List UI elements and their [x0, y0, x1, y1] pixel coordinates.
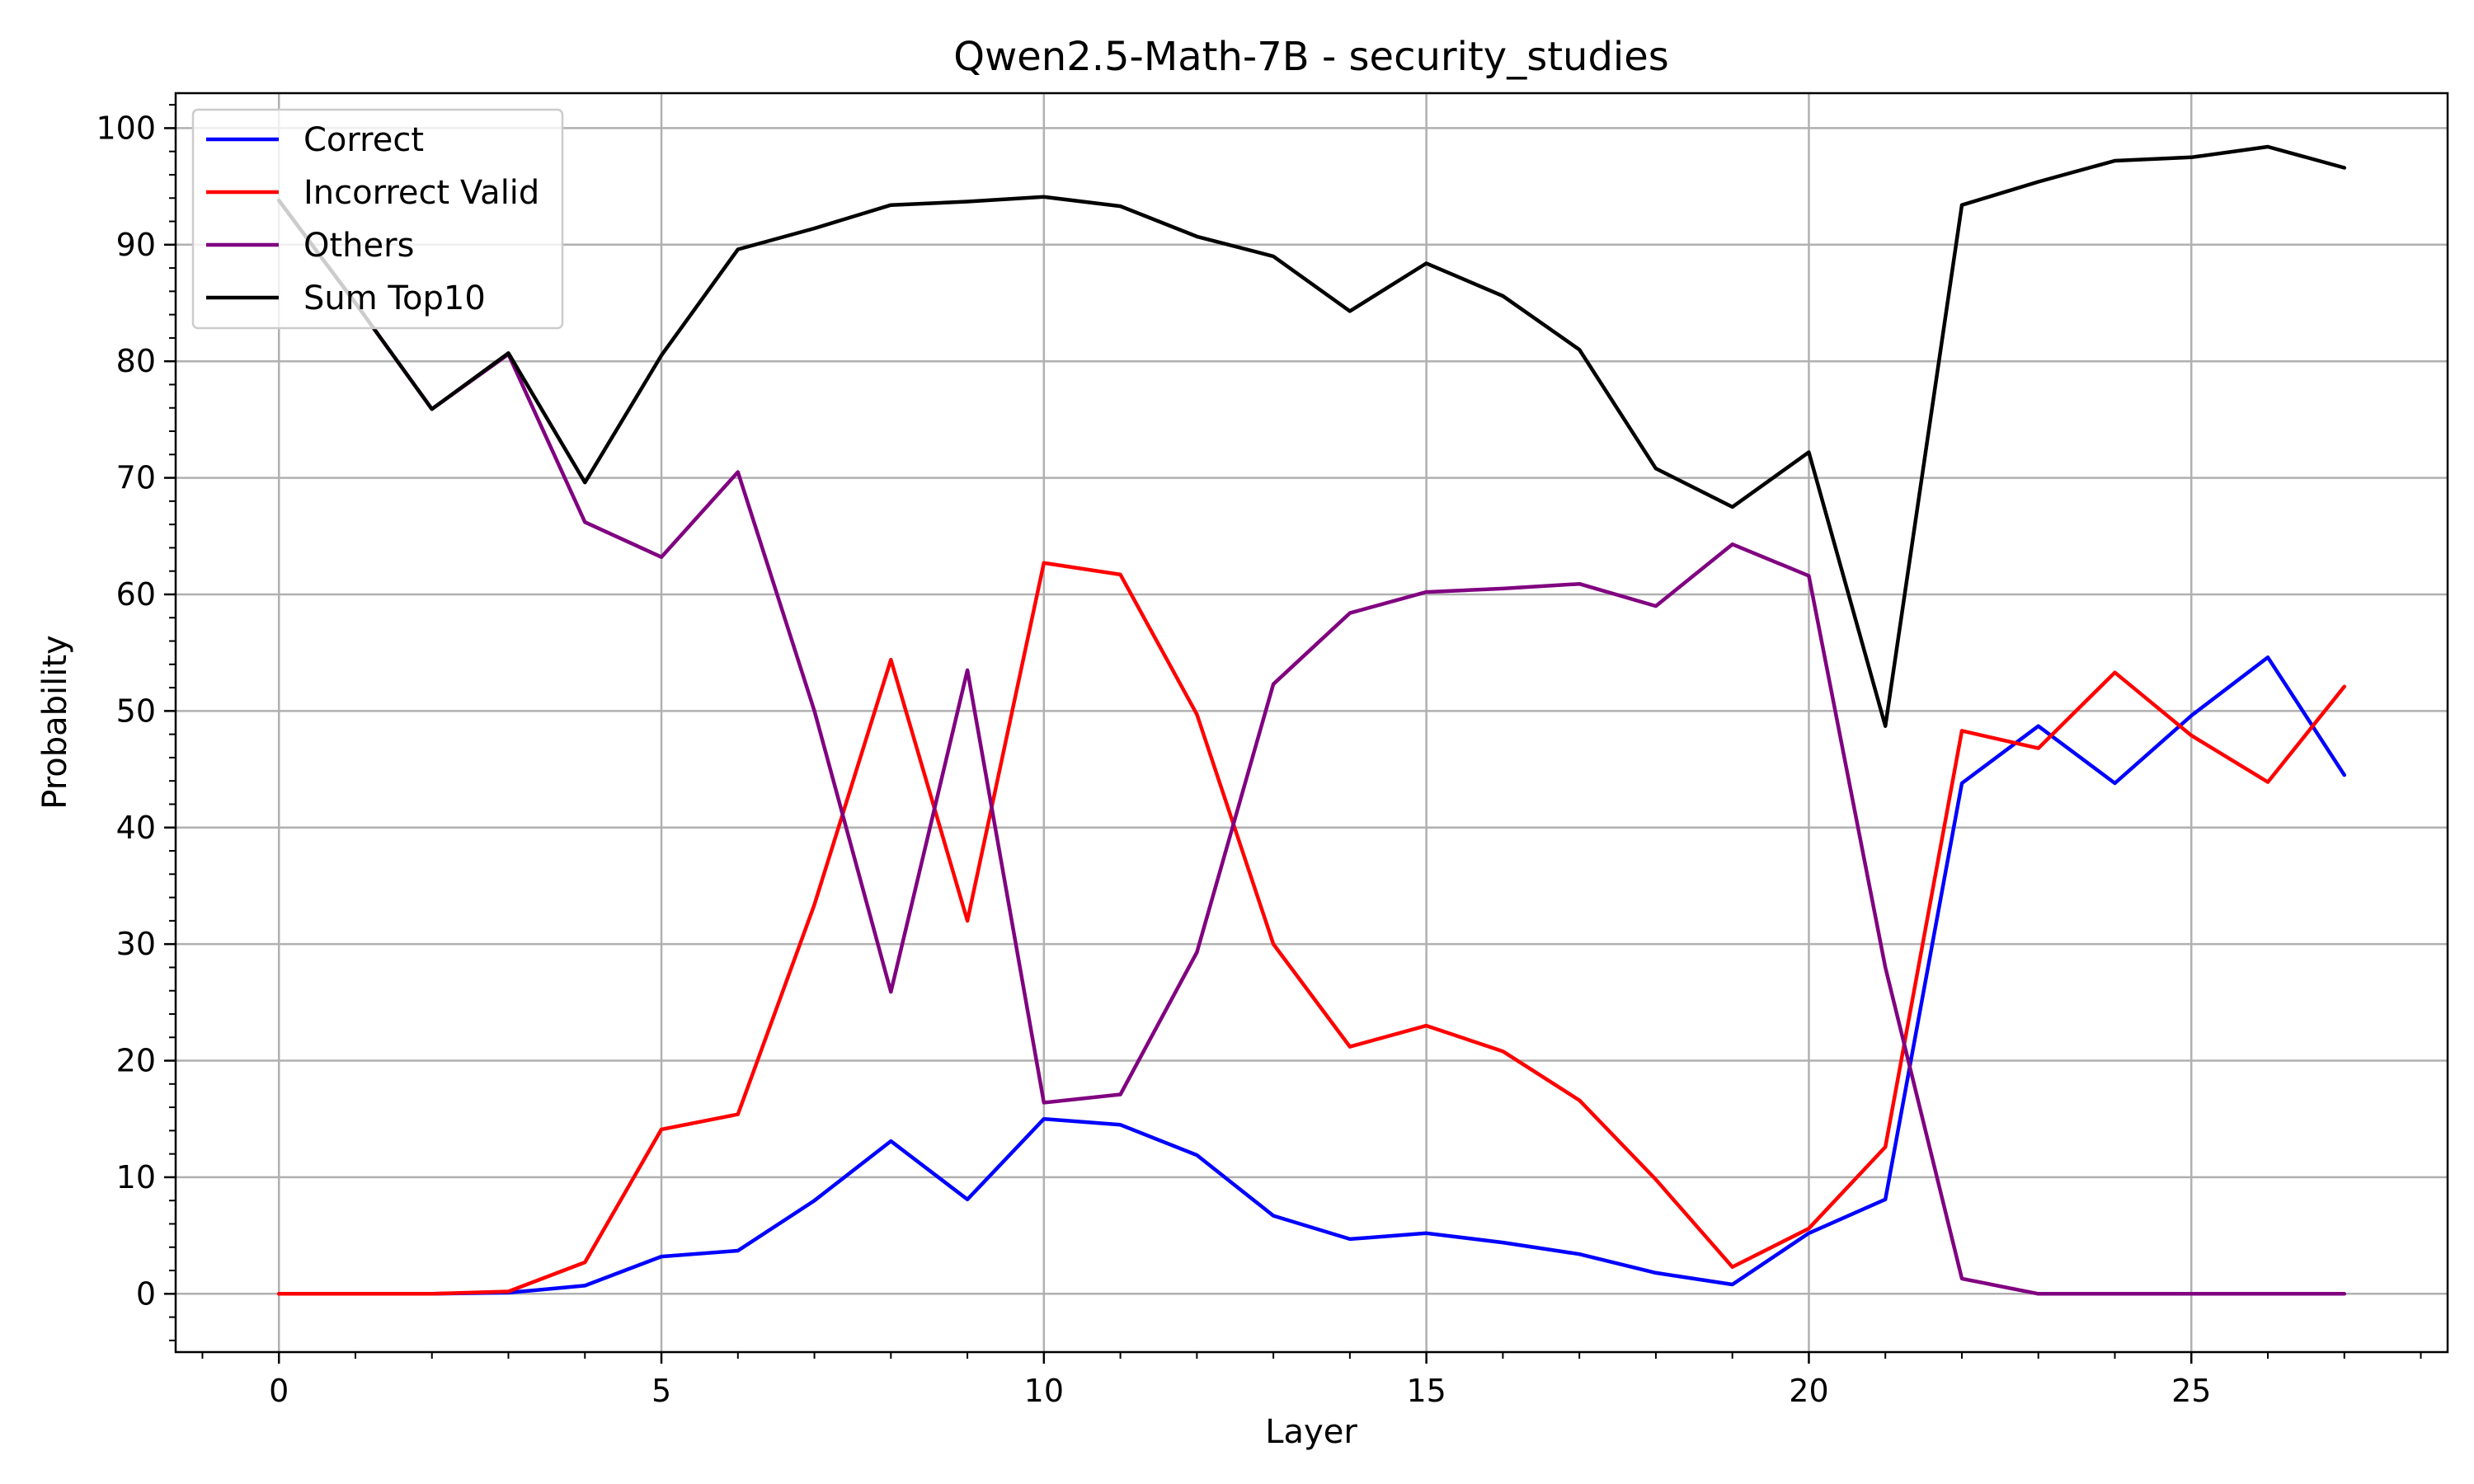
x-tick-label: 15 — [1406, 1373, 1446, 1409]
series-lines — [276, 144, 2347, 1296]
y-tick-label: 90 — [116, 227, 156, 263]
y-tick-label: 10 — [116, 1159, 156, 1195]
x-tick-label: 10 — [1024, 1373, 1064, 1409]
plot-frame — [174, 92, 2449, 1354]
y-tick-label: 80 — [116, 343, 156, 379]
y-tick-label: 40 — [116, 810, 156, 846]
legend: Correct Incorrect Valid Others Sum Top10 — [191, 108, 564, 330]
chart-title: Qwen2.5-Math-7B - security_studies — [953, 34, 1669, 80]
legend-label: Others — [303, 227, 414, 265]
x-axis-label: Layer — [1265, 1413, 1357, 1451]
y-tick-label: 30 — [116, 926, 156, 962]
y-tick-label: 20 — [116, 1043, 156, 1079]
y-tick-label: 0 — [136, 1275, 156, 1312]
y-tick-label: 70 — [116, 460, 156, 496]
y-tick-label: 100 — [96, 110, 156, 146]
x-tick-label: 5 — [651, 1373, 671, 1409]
y-tick-label: 50 — [116, 693, 156, 729]
x-tick-label: 25 — [2171, 1373, 2211, 1409]
y-axis-label: Probability — [36, 635, 74, 809]
y-tick-label: 60 — [116, 576, 156, 613]
legend-box — [191, 108, 564, 330]
legend-label: Correct — [303, 121, 424, 159]
series-line-incorrect-valid — [276, 561, 2347, 1296]
legend-label: Incorrect Valid — [303, 174, 539, 212]
x-tick-label: 20 — [1789, 1373, 1828, 1409]
x-tick-label: 0 — [269, 1373, 289, 1409]
legend-label: Sum Top10 — [303, 279, 486, 317]
series-line-sum-top10 — [276, 144, 2347, 728]
series-line-others — [276, 198, 2347, 1296]
series-line-correct — [276, 655, 2347, 1296]
axis-ticks: 0 5 10 15 20 25 0 10 20 30 40 50 60 70 80 90 100 — [96, 104, 2422, 1409]
grid — [176, 93, 2448, 1352]
